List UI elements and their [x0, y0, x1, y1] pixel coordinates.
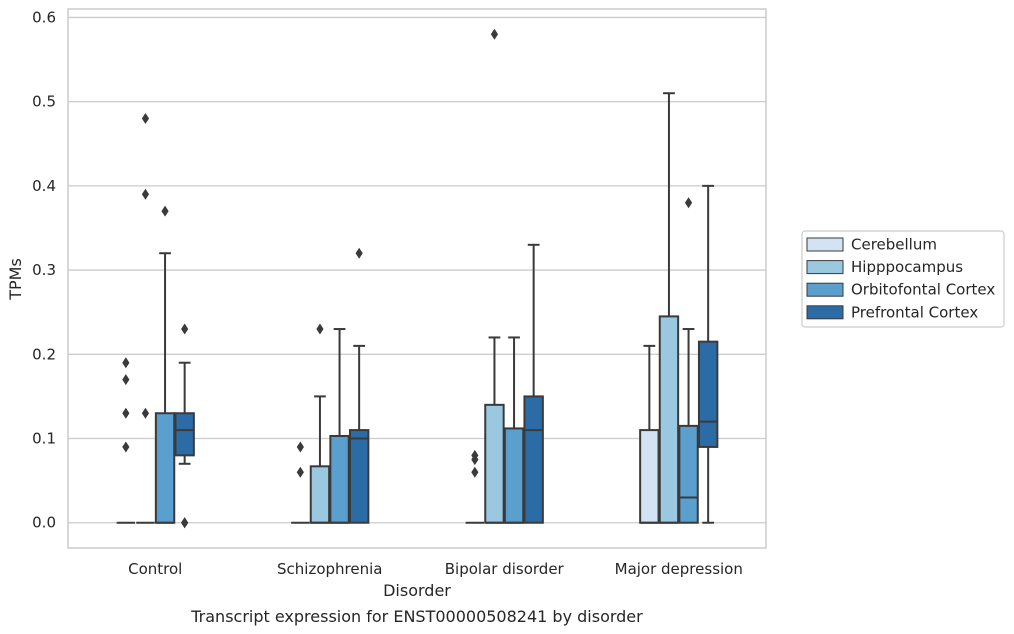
box-cerebellum: [465, 449, 485, 524]
box-orbitofontal-cortex: [503, 336, 525, 524]
legend-swatch: [806, 260, 844, 275]
outlier-point: [316, 323, 324, 335]
legend-swatch: [806, 282, 844, 297]
box-cerebellum: [116, 357, 136, 524]
outlier-point: [355, 247, 363, 259]
box-rect: [697, 340, 719, 448]
box-orbitofontal-cortex: [329, 328, 350, 524]
outlier-point: [122, 357, 130, 369]
legend-label: Orbitofontal Cortex: [851, 281, 995, 299]
legend-item: Orbitofontal Cortex: [806, 281, 995, 299]
outlier-point: [161, 205, 169, 217]
legend-item: Prefrontal Cortex: [806, 303, 978, 321]
y-tick-label: 0.0: [32, 514, 56, 532]
outlier-point: [490, 28, 499, 40]
y-tick-label: 0.6: [32, 8, 56, 26]
x-tick-label: Schizophrenia: [277, 560, 382, 578]
outlier-point: [296, 441, 304, 453]
box-rect: [658, 315, 680, 524]
outlier-point: [471, 466, 479, 478]
box-rect: [639, 429, 660, 524]
outlier-point: [684, 197, 693, 209]
box-hipppocampus: [484, 28, 505, 524]
outlier-point: [141, 112, 150, 124]
box-cerebellum: [639, 344, 660, 524]
legend: Cerebellum Hipppocampus Orbitofontal Corte…: [801, 230, 1005, 328]
plot-frame: [67, 8, 767, 549]
box-prefrontal-cortex: [697, 184, 719, 524]
x-axis-ticks: Control Schizophrenia Bipolar disorder Majo…: [128, 560, 743, 578]
box-orbitofontal-cortex: [678, 197, 699, 524]
box-rect: [174, 412, 195, 457]
y-axis-title: TPMs: [6, 258, 25, 301]
legend-frame: [801, 230, 1005, 328]
box-orbitofontal-cortex: [154, 205, 176, 524]
y-tick-label: 0.5: [32, 93, 56, 111]
legend-swatch: [806, 305, 844, 320]
outlier-point: [181, 323, 189, 335]
y-tick-label: 0.4: [32, 177, 56, 195]
y-tick-label: 0.1: [32, 430, 56, 448]
box-prefrontal-cortex: [348, 247, 370, 524]
outlier-point: [471, 449, 479, 461]
legend-item: Hipppocampus: [806, 258, 963, 276]
box-hipppocampus: [309, 323, 331, 524]
box-hipppocampus: [136, 112, 155, 524]
x-tick-label: Bipolar disorder: [445, 560, 565, 578]
outlier-point: [141, 188, 150, 200]
y-axis-ticks: 0.0 0.1 0.2 0.3 0.4 0.5 0.6: [32, 8, 56, 531]
box-rect: [309, 465, 331, 524]
outlier-point: [122, 441, 130, 453]
legend-swatch: [806, 237, 844, 252]
x-tick-label: Major depression: [615, 560, 743, 578]
outlier-point: [141, 407, 150, 419]
box-rect: [503, 427, 525, 524]
box-rect: [484, 403, 505, 524]
box-prefrontal-cortex: [523, 243, 544, 524]
box-prefrontal-cortex: [174, 323, 195, 529]
outlier-point: [296, 466, 304, 478]
box-cerebellum: [291, 441, 310, 524]
outlier-point: [122, 374, 130, 386]
box-hipppocampus: [658, 92, 680, 524]
box-rect: [678, 424, 699, 524]
legend-label: Cerebellum: [851, 236, 937, 254]
box-plots: [116, 28, 719, 529]
legend-label: Prefrontal Cortex: [851, 303, 978, 321]
x-tick-label: Control: [128, 560, 182, 578]
y-tick-label: 0.2: [32, 345, 56, 363]
outlier-point: [122, 407, 130, 419]
chart-caption: Transcript expression for ENST0000050824…: [190, 607, 643, 626]
y-tick-label: 0.3: [32, 261, 56, 279]
legend-item: Cerebellum: [806, 236, 937, 254]
box-rect: [348, 429, 370, 524]
legend-label: Hipppocampus: [851, 258, 963, 276]
box-rect: [523, 395, 544, 524]
x-axis-title: Disorder: [383, 581, 451, 600]
outlier-point: [181, 517, 189, 529]
box-rect: [154, 412, 176, 524]
box-rect: [329, 434, 350, 524]
